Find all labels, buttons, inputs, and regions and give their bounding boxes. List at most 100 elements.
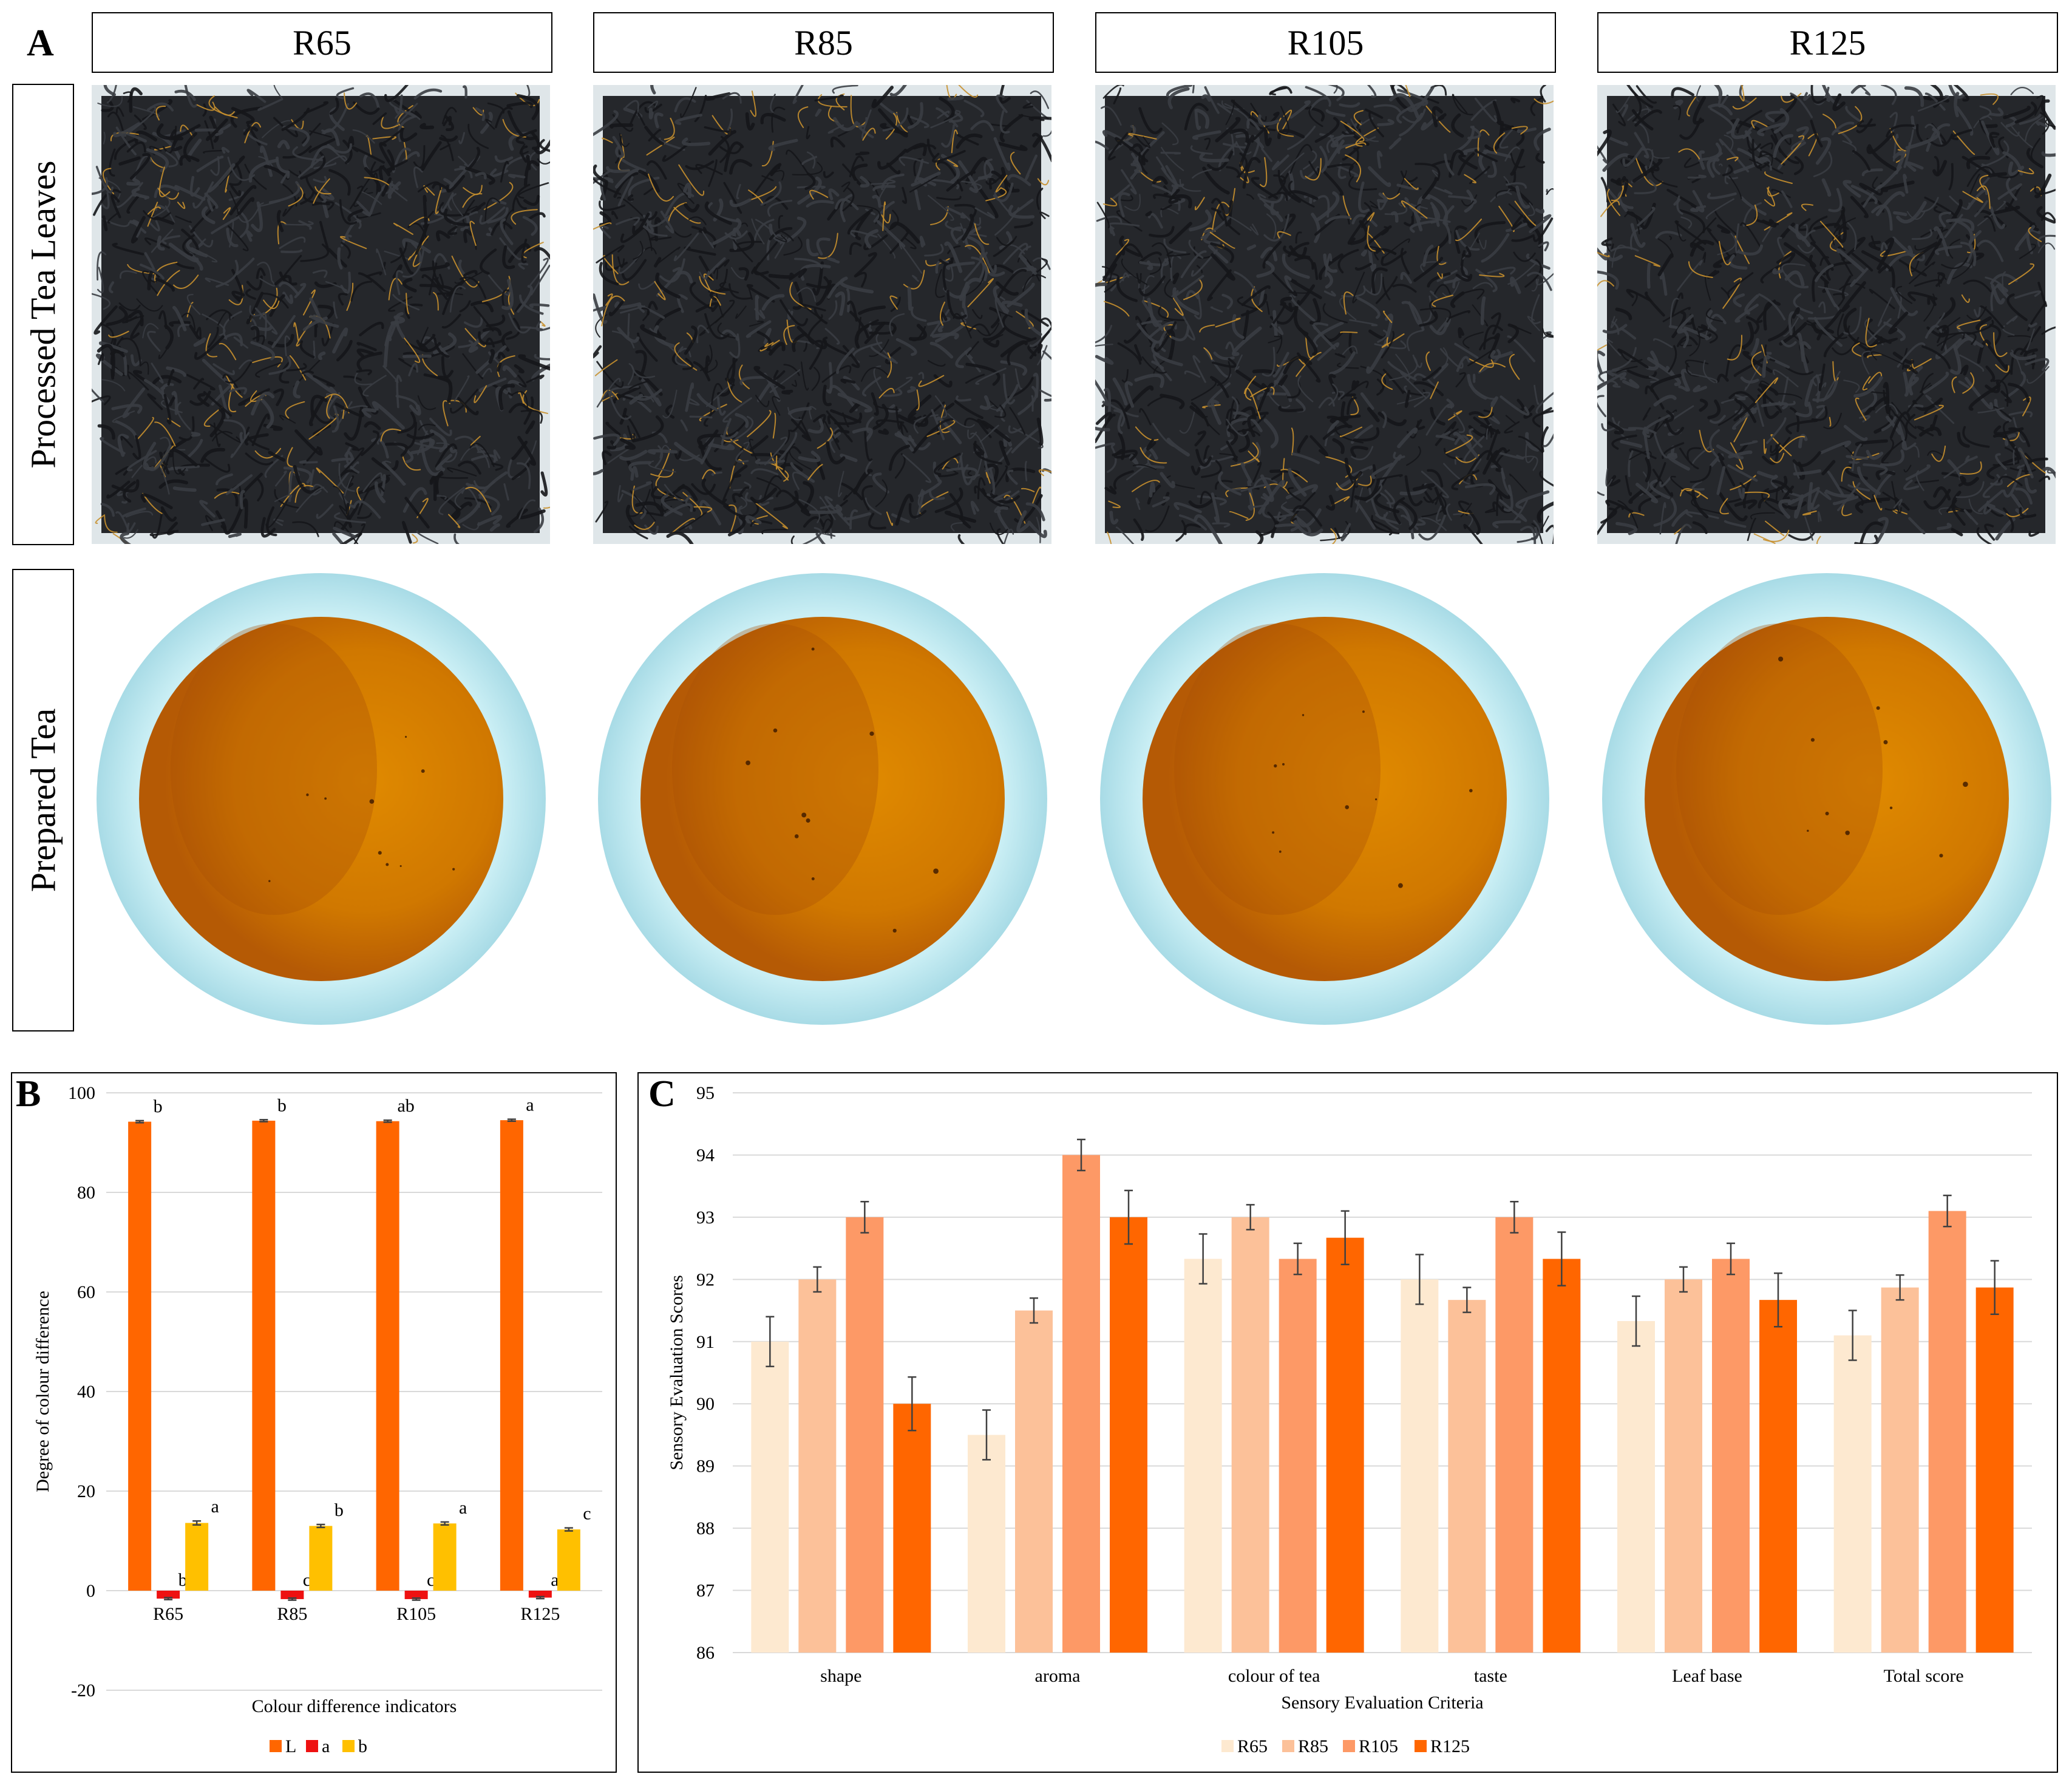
error-bar bbox=[1632, 1295, 1640, 1347]
bar-R105-colour-of-tea bbox=[1279, 1259, 1317, 1653]
error-bar bbox=[564, 1527, 573, 1532]
bar-R85-aroma bbox=[1015, 1310, 1053, 1653]
error-bar bbox=[1727, 1242, 1735, 1276]
legend-label: a bbox=[322, 1736, 330, 1756]
error-bar bbox=[1848, 1310, 1857, 1361]
panel-letter: B bbox=[16, 1073, 41, 1115]
tea-leaves-photo-r65 bbox=[92, 85, 550, 544]
significance-letter: ab bbox=[397, 1096, 414, 1116]
row-label-processed-leaves-text: Processed Tea Leaves bbox=[23, 160, 63, 469]
legend-swatch bbox=[306, 1740, 318, 1752]
bar-L-r85 bbox=[252, 1120, 276, 1591]
sensory-evaluation-chart: C 95 94 93 92 91 90 89 88 87 86 shape aroma colour of… bbox=[648, 1073, 2032, 1756]
error-bar bbox=[908, 1376, 917, 1432]
error-bar bbox=[766, 1316, 775, 1368]
y-tick-label: 92 bbox=[696, 1269, 715, 1290]
x-category-label: Leaf base bbox=[1672, 1666, 1742, 1686]
y-tick-label: 87 bbox=[696, 1581, 715, 1601]
x-axis-title: Sensory Evaluation Criteria bbox=[1281, 1693, 1483, 1713]
row-label-processed-leaves: Processed Tea Leaves bbox=[12, 84, 74, 545]
bar-R105-taste bbox=[1495, 1217, 1534, 1653]
bar-b-r105 bbox=[433, 1523, 457, 1591]
bar-L-r105 bbox=[376, 1121, 399, 1591]
tea-leaves-photo-r105 bbox=[1095, 85, 1554, 544]
bar-b-r125 bbox=[557, 1529, 580, 1591]
significance-letter: a bbox=[459, 1498, 467, 1518]
tea-cup-photo-r105 bbox=[1100, 573, 1549, 1025]
y-tick-label: 91 bbox=[696, 1332, 715, 1352]
error-bar bbox=[1198, 1233, 1208, 1285]
panel-letter: C bbox=[648, 1073, 676, 1115]
legend-swatch bbox=[1343, 1740, 1355, 1752]
error-bar bbox=[1943, 1194, 1952, 1228]
significance-letter: b bbox=[154, 1096, 163, 1116]
bar-R125-aroma bbox=[1110, 1217, 1147, 1653]
bar-R85-leaf-base bbox=[1665, 1279, 1702, 1653]
y-tick-label: 0 bbox=[86, 1581, 95, 1601]
x-category-label: taste bbox=[1474, 1666, 1507, 1686]
panel-c-chart: C 95 94 93 92 91 90 89 88 87 86 shape aroma colour of… bbox=[637, 1072, 2058, 1773]
bar-R125-leaf-base bbox=[1759, 1300, 1797, 1653]
error-bar bbox=[259, 1119, 268, 1123]
colour-difference-chart: B 100806040200-20bbaR65bcbR85abcaR105aacR… bbox=[16, 1073, 602, 1756]
x-category-label: colour of tea bbox=[1228, 1666, 1320, 1686]
error-bar bbox=[1990, 1260, 1999, 1315]
x-category-label: R125 bbox=[520, 1604, 560, 1624]
significance-letter: b bbox=[335, 1500, 344, 1520]
error-bar bbox=[192, 1520, 202, 1526]
error-bar bbox=[1462, 1286, 1472, 1313]
legend-label: R65 bbox=[1237, 1736, 1268, 1756]
bar-b-r65 bbox=[185, 1523, 209, 1591]
y-tick-label: 88 bbox=[696, 1518, 715, 1538]
y-tick-label: 80 bbox=[77, 1183, 95, 1203]
panel-a-letter: A bbox=[27, 22, 54, 64]
y-axis-title: Degree of colour difference bbox=[33, 1291, 53, 1492]
tea-leaves-photo-r85 bbox=[593, 85, 1051, 544]
error-bar bbox=[1679, 1266, 1688, 1293]
error-bar bbox=[316, 1523, 325, 1529]
panel-b-chart: B 100 80 60 40 20 0 -20 b b a R65 b c b R85 ab c a R105 a a c R… bbox=[11, 1072, 617, 1773]
bar-L-r125 bbox=[500, 1120, 523, 1591]
significance-letter: a bbox=[211, 1497, 219, 1517]
y-tick-label: 95 bbox=[696, 1083, 715, 1103]
column-header-r125: R125 bbox=[1597, 12, 2058, 73]
x-category-label: shape bbox=[820, 1666, 861, 1686]
legend-swatch bbox=[342, 1740, 355, 1752]
legend-swatch bbox=[1221, 1740, 1234, 1752]
bar-R85-total-score bbox=[1881, 1287, 1919, 1653]
x-axis-title: Colour difference indicators bbox=[252, 1696, 457, 1716]
y-tick-label: 89 bbox=[696, 1456, 715, 1477]
bar-R65-colour-of-tea bbox=[1184, 1259, 1222, 1653]
error-bar bbox=[135, 1120, 144, 1124]
y-tick-label: 93 bbox=[696, 1208, 715, 1228]
bar-R85-colour-of-tea bbox=[1231, 1217, 1269, 1653]
error-bar bbox=[1030, 1297, 1038, 1324]
tea-leaves-photo-r125 bbox=[1597, 85, 2056, 544]
error-bar bbox=[164, 1597, 173, 1601]
bar-R105-aroma bbox=[1062, 1155, 1100, 1653]
significance-letter: a bbox=[551, 1570, 559, 1590]
legend-label: b bbox=[358, 1736, 367, 1756]
bar-R65-leaf-base bbox=[1617, 1320, 1655, 1653]
bar-a-r105 bbox=[404, 1591, 428, 1599]
bar-R105-total-score bbox=[1928, 1211, 1966, 1653]
tea-cup-photo-r125 bbox=[1602, 573, 2051, 1025]
significance-letter: c bbox=[427, 1570, 435, 1590]
legend-swatch bbox=[1282, 1740, 1294, 1752]
x-category-label: R105 bbox=[396, 1604, 436, 1624]
legend-label: R85 bbox=[1298, 1736, 1328, 1756]
bar-R125-shape bbox=[893, 1404, 931, 1653]
bar-R105-shape bbox=[846, 1217, 884, 1653]
error-bar bbox=[412, 1597, 421, 1601]
significance-letter: b bbox=[178, 1570, 188, 1590]
error-bar bbox=[813, 1266, 822, 1293]
y-tick-label: 100 bbox=[68, 1083, 95, 1103]
bar-R65-aroma bbox=[968, 1435, 1005, 1653]
y-tick-label: 90 bbox=[696, 1394, 715, 1414]
significance-letter: c bbox=[583, 1504, 591, 1524]
error-bar bbox=[1124, 1189, 1133, 1245]
error-bar bbox=[982, 1409, 991, 1461]
legend-label: L bbox=[285, 1736, 296, 1756]
error-bar bbox=[1557, 1231, 1566, 1286]
y-axis-title: Sensory Evaluation Scores bbox=[667, 1275, 687, 1470]
